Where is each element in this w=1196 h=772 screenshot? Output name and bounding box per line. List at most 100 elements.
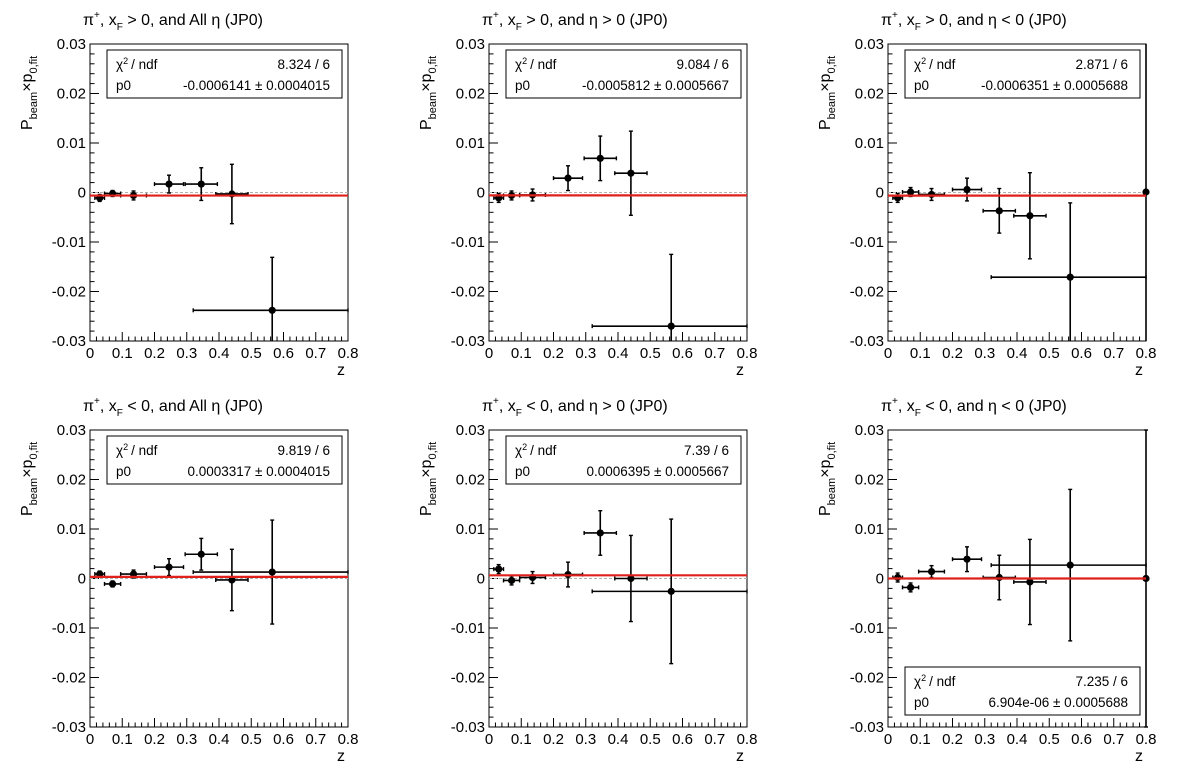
title-subscript: F [117, 22, 123, 33]
point-marker [596, 529, 604, 537]
title-text: , x [898, 12, 915, 29]
y-tick-label: 0 [78, 571, 86, 588]
ndf-label: / ndf [929, 57, 956, 72]
stats-box-frame [505, 435, 742, 485]
data-point [951, 546, 983, 573]
y-tick-label: 0 [477, 185, 485, 202]
x-tick-label: 0.6 [273, 345, 294, 362]
y-tick-label: 0.03 [57, 36, 86, 53]
point-marker [667, 322, 675, 330]
title-subscript: F [516, 408, 522, 419]
y-tick-label: 0.03 [456, 36, 485, 53]
x-tick-label: 0.5 [241, 731, 262, 748]
x-tick-label: 0.1 [511, 731, 532, 748]
title-subscript: F [915, 22, 921, 33]
chart-panel: 0 0.1 0.2 0.3 0.4 0.5 0.6 0.7 0.80.030.020.010-0… [418, 10, 757, 379]
x-tick-label: 0.5 [640, 731, 661, 748]
y-tick-label: -0.01 [850, 620, 884, 637]
y-label-subscript: 0,fit [427, 442, 439, 460]
chi2-label: χ2/ ndf [515, 442, 557, 458]
x-tick-label: 0.1 [511, 345, 532, 362]
y-tick-label: -0.03 [850, 719, 884, 736]
point-marker [627, 574, 635, 583]
ndf-label: / ndf [929, 674, 956, 689]
stats-box-frame [904, 666, 1141, 716]
point-marker [1026, 578, 1034, 586]
stats-box-frame [106, 49, 343, 99]
p0-value: -0.0006141 ± 0.0004015 [183, 78, 330, 93]
point-marker [268, 306, 276, 314]
y-label-main: P [19, 505, 36, 516]
point-marker [197, 180, 205, 188]
data-point [990, 202, 1147, 341]
data-point [917, 564, 946, 579]
p0-label: p0 [515, 464, 530, 479]
title-text: > 0, and All η (JP0) [123, 12, 263, 29]
chart-title: π+, xF > 0, and All η (JP0) [83, 10, 263, 33]
y-tick-label: 0.01 [456, 521, 485, 538]
chi-symbol: χ [914, 57, 921, 72]
point-marker [995, 207, 1003, 215]
chart-panel: 0 0.1 0.2 0.3 0.4 0.5 0.6 0.7 0.80.030.020.010-0… [19, 396, 358, 765]
title-particle: π [881, 12, 892, 29]
title-text: , x [898, 398, 915, 415]
chart-panel: 0 0.1 0.2 0.3 0.4 0.5 0.6 0.7 0.80.030.020.010-0… [19, 10, 358, 379]
x-tick-label: 0.8 [338, 731, 359, 748]
x-tick-label: 0 [884, 731, 892, 748]
x-tick-label: 0.8 [1136, 731, 1157, 748]
chi-exponent: 2 [123, 442, 128, 452]
y-tick-label: 0.02 [456, 472, 485, 489]
y-tick-label: -0.02 [451, 284, 485, 301]
p0-value: -0.0005812 ± 0.0005667 [582, 78, 729, 93]
x-tick-label: 0.7 [305, 345, 326, 362]
point-marker [165, 180, 173, 188]
x-tick-label: 0.4 [608, 345, 629, 362]
y-tick-label: -0.02 [850, 284, 884, 301]
title-particle: π [482, 12, 493, 29]
ndf-label: / ndf [131, 57, 158, 72]
x-tick-label: 0 [485, 345, 493, 362]
y-tick-label: 0.03 [855, 36, 884, 53]
chi2-label: χ2/ ndf [515, 56, 557, 72]
point-marker [1066, 561, 1074, 569]
y-tick-label: 0.01 [456, 135, 485, 152]
y-tick-label: -0.02 [52, 670, 86, 687]
y-label-main: P [817, 505, 834, 516]
title-charge: + [493, 396, 499, 407]
data-point [552, 165, 584, 192]
point-marker [1142, 188, 1150, 196]
chi-exponent: 2 [522, 442, 527, 452]
p0-label: p0 [116, 464, 131, 479]
ndf-label: / ndf [131, 443, 158, 458]
x-axis-label: z [736, 748, 744, 765]
chart-panel: 0 0.1 0.2 0.3 0.4 0.5 0.6 0.7 0.80.030.020.010-0… [418, 396, 757, 765]
y-label-main: P [418, 505, 435, 516]
chart-title: π+, xF > 0, and η < 0 (JP0) [881, 10, 1067, 33]
chi-symbol: χ [914, 674, 921, 689]
y-tick-label: -0.01 [52, 234, 86, 251]
y-tick-label: -0.03 [52, 333, 86, 350]
stats-box: χ2/ ndf 8.324 / 6 p0 -0.0006141 ± 0.0004015 [106, 49, 343, 99]
x-tick-label: 0.1 [112, 731, 133, 748]
chi-symbol: χ [116, 57, 123, 72]
y-label-subscript: 0,fit [28, 56, 40, 74]
data-point [951, 177, 983, 202]
y-tick-label: 0 [477, 571, 485, 588]
title-particle: π [881, 398, 892, 415]
point-marker [165, 563, 173, 571]
data-point [1142, 44, 1150, 341]
x-tick-label: 0.3 [575, 345, 596, 362]
p0-value: 6.904e-06 ± 0.0005688 [988, 695, 1128, 710]
data-point [901, 582, 920, 593]
y-tick-label: 0.02 [57, 86, 86, 103]
data-point [493, 563, 505, 575]
data-point [502, 575, 521, 586]
x-axis-label: z [1135, 362, 1143, 379]
data-point [591, 253, 748, 341]
x-tick-label: 0.4 [608, 731, 629, 748]
x-tick-label: 0.6 [1071, 345, 1092, 362]
x-tick-label: 0.5 [241, 345, 262, 362]
point-marker [268, 568, 276, 576]
data-point [153, 558, 185, 577]
